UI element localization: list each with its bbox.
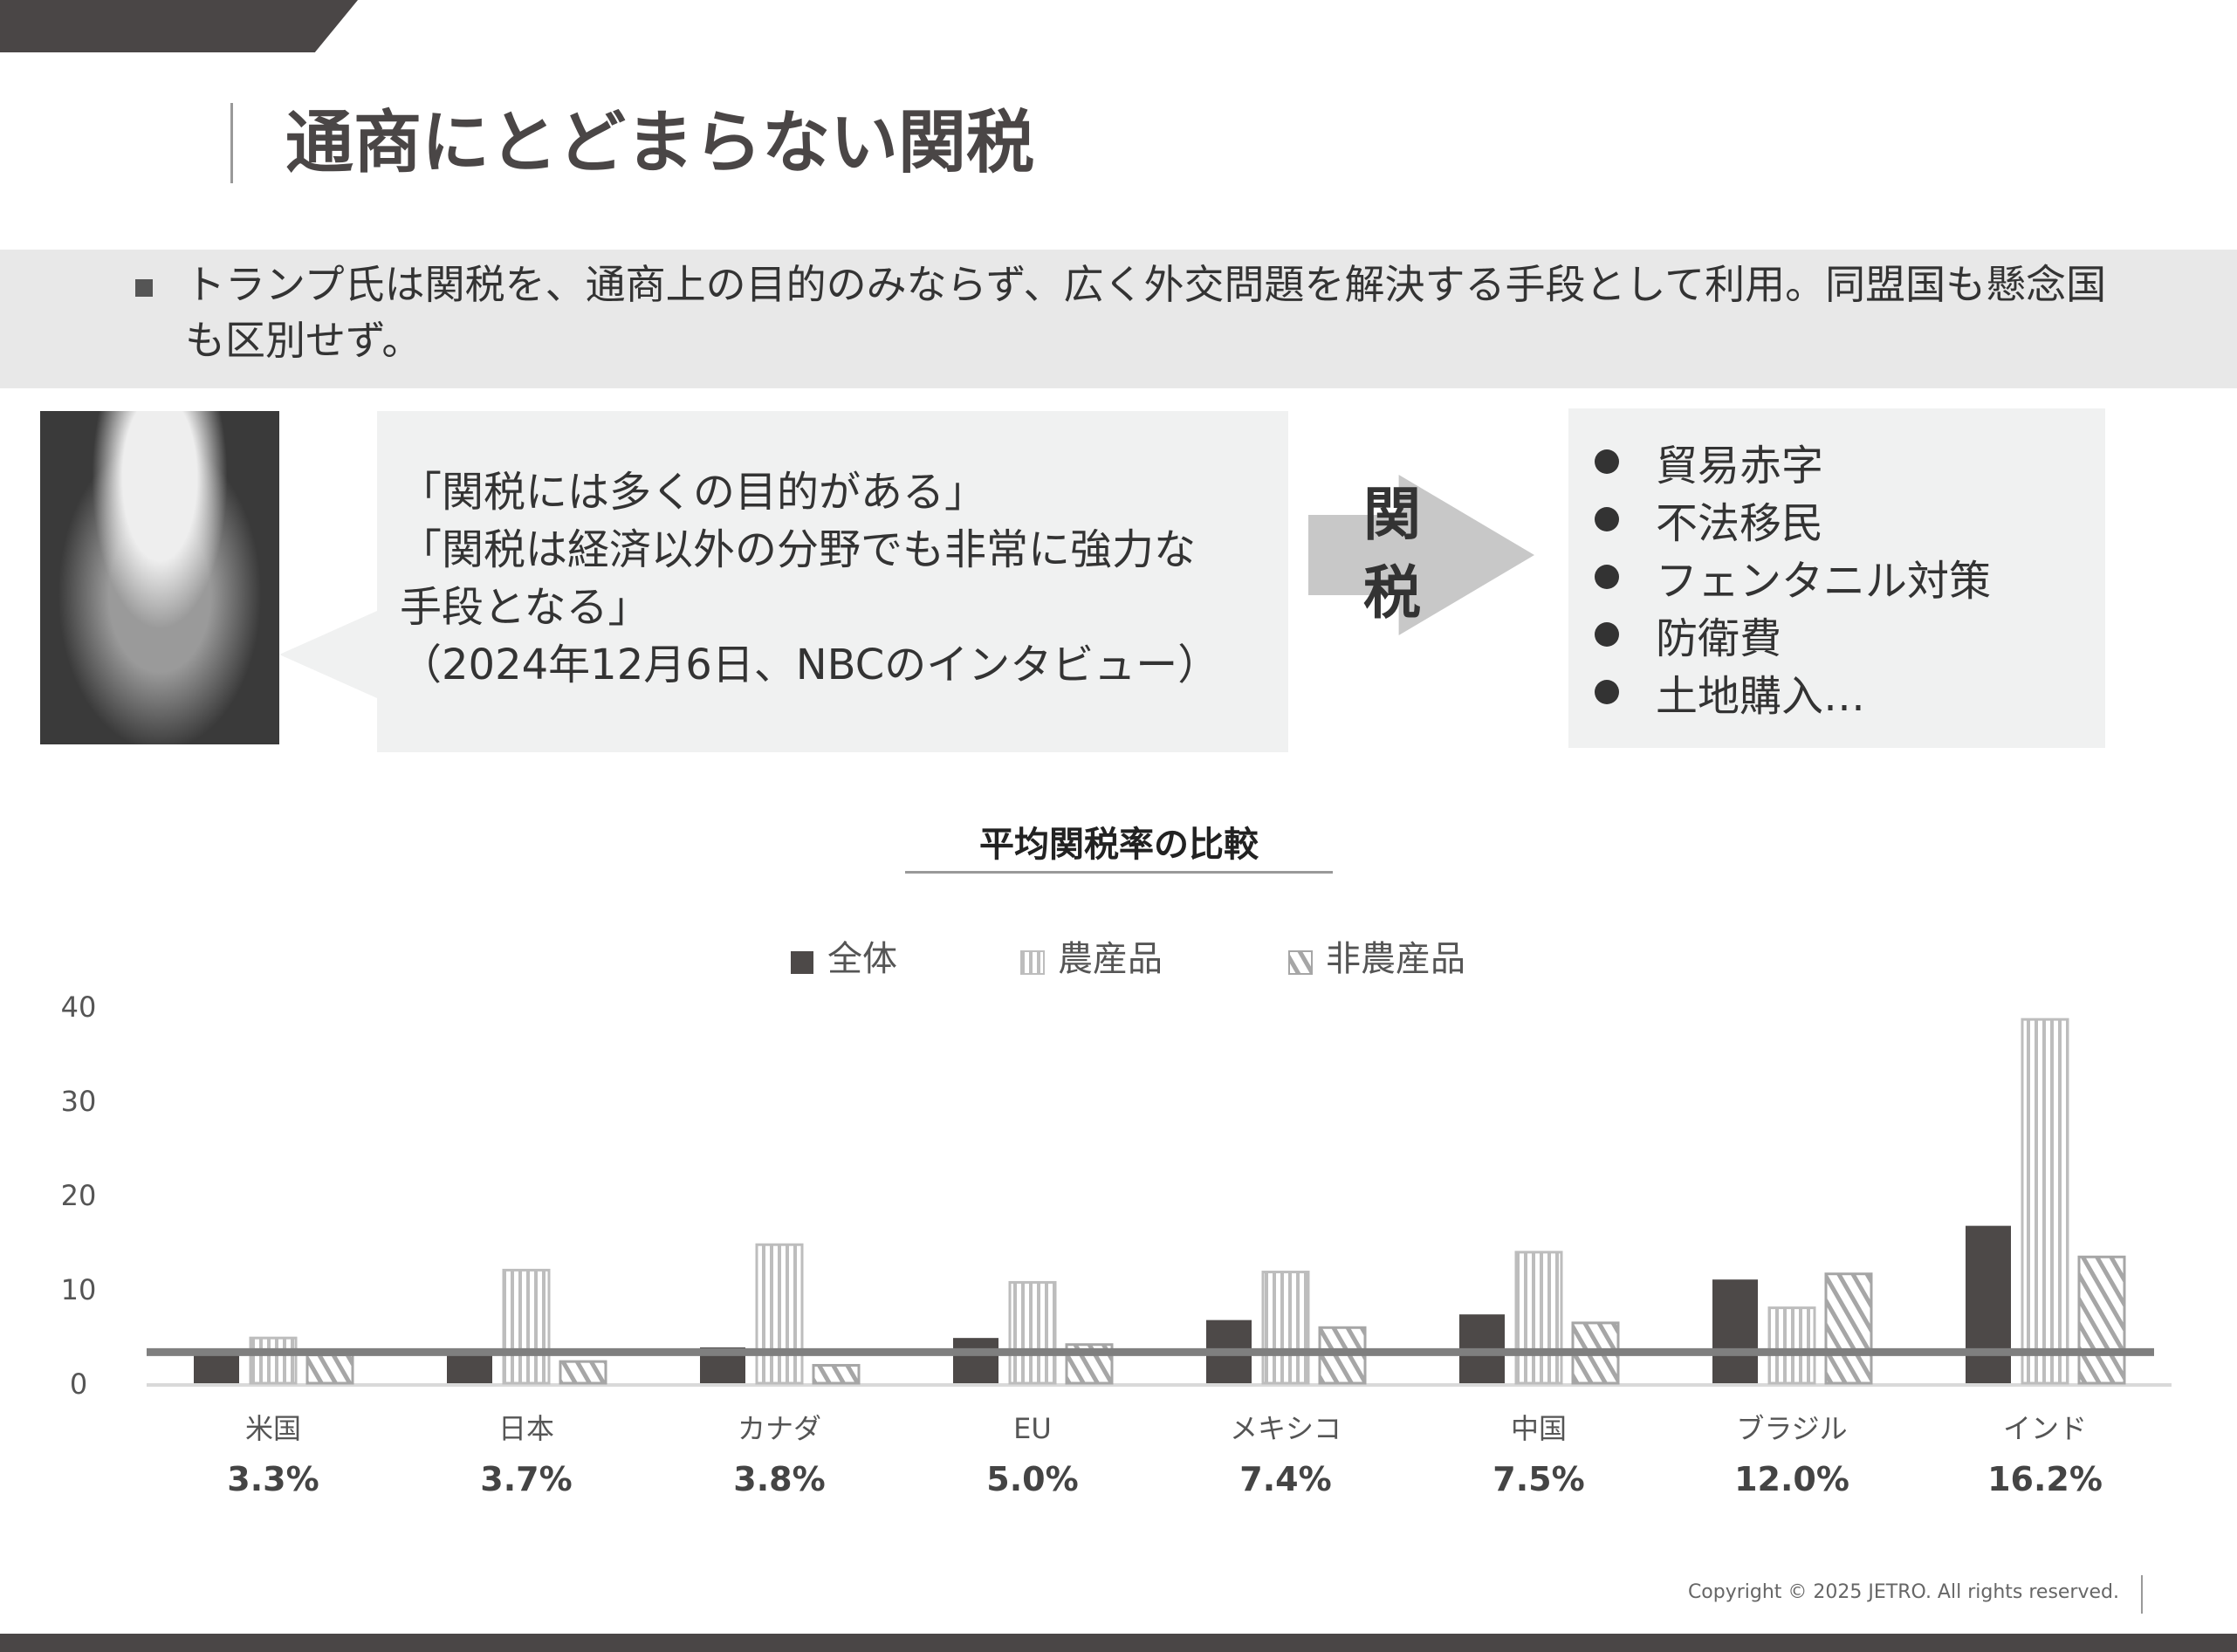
bar-agri	[249, 1336, 298, 1385]
title-divider	[230, 103, 233, 183]
list-item: 貿易赤字	[1595, 433, 2105, 490]
list-item-label: フェンタニル対策	[1656, 557, 1992, 606]
x-tick-label: インド	[2003, 1412, 2087, 1445]
list-item-label: 不法移民	[1656, 499, 1824, 548]
category-average-label: 7.4%	[1239, 1460, 1331, 1498]
x-tick-label: メキシコ	[1230, 1412, 1342, 1445]
bar-agri	[1514, 1251, 1563, 1385]
category-average-label: 12.0%	[1734, 1460, 1849, 1498]
bar-nonagri	[2077, 1255, 2126, 1385]
category-average-label: 5.0%	[986, 1460, 1078, 1498]
y-tick-label: 10	[61, 1273, 97, 1306]
bar-agri	[502, 1268, 551, 1385]
quote-source: （2024年12月6日、NBCのインタビュー）	[400, 641, 1220, 689]
y-tick-label: 0	[70, 1368, 87, 1401]
list-item: 不法移民	[1595, 490, 2105, 548]
footer-divider	[2141, 1575, 2143, 1614]
legend-swatch-icon	[1288, 950, 1313, 975]
bullet-icon	[1595, 622, 1619, 647]
bullet-icon	[1595, 507, 1619, 531]
quote-line: 「関税には多くの目的がある」	[400, 468, 987, 517]
purpose-list: 貿易赤字 不法移民 フェンタニル対策 防衛費 土地購入…	[1568, 408, 2105, 748]
x-tick-label: 米国	[245, 1412, 301, 1445]
legend-label: 全体	[827, 939, 897, 979]
list-item-label: 土地購入…	[1656, 672, 1866, 721]
bottom-accent-bar	[0, 1634, 2237, 1652]
portrait-photo	[40, 411, 279, 744]
x-tick-label: EU	[1013, 1412, 1052, 1445]
speech-bubble-tail	[279, 611, 377, 698]
bar-total	[953, 1338, 998, 1383]
quote-line: 手段となる」	[400, 583, 650, 632]
bullet-icon	[1595, 565, 1619, 589]
bullet-icon	[1595, 449, 1619, 474]
legend-swatch-icon	[791, 951, 813, 974]
x-tick-label: カナダ	[738, 1412, 821, 1445]
summary-band: トランプ氏は関税を、通商上の目的のみならず、広く外交問題を解決する手段として利用…	[0, 250, 2237, 388]
bar-agri	[755, 1243, 804, 1385]
list-item: フェンタニル対策	[1595, 548, 2105, 606]
legend-label: 農産品	[1058, 939, 1163, 979]
bar-agri	[1008, 1280, 1057, 1385]
x-tick-label: 日本	[498, 1412, 554, 1445]
quote-line: 「関税は経済以外の分野でも非常に強力な	[400, 525, 1197, 574]
bar-nonagri	[305, 1354, 354, 1385]
chart-title: 平均関税率の比較	[979, 825, 1259, 865]
top-accent-bar	[0, 0, 358, 52]
category-average-label: 3.8%	[733, 1460, 825, 1498]
bar-agri	[2021, 1018, 2069, 1385]
bar-total	[1712, 1279, 1758, 1383]
x-tick-label: 中国	[1511, 1412, 1567, 1445]
arrow-label: 関税	[1363, 481, 1421, 627]
bar-agri	[1767, 1306, 1816, 1385]
bullet-icon	[1595, 680, 1619, 704]
legend-label: 非農産品	[1326, 939, 1465, 979]
category-average-label: 7.5%	[1492, 1460, 1584, 1498]
bar-nonagri	[559, 1360, 607, 1385]
category-average-label: 3.7%	[480, 1460, 572, 1498]
list-item-label: 防衛費	[1656, 614, 1782, 663]
bar-nonagri	[812, 1363, 861, 1385]
quote-bubble: 「関税には多くの目的がある」 「関税は経済以外の分野でも非常に強力な 手段となる…	[377, 411, 1288, 752]
x-tick-label: ブラジル	[1736, 1412, 1847, 1445]
category-average-label: 3.3%	[227, 1460, 319, 1498]
y-tick-label: 20	[61, 1179, 97, 1212]
legend-swatch-icon	[1020, 950, 1045, 975]
bar-agri	[1261, 1271, 1310, 1385]
bar-total	[194, 1352, 239, 1383]
page-title: 通商にとどまらない関税	[285, 104, 1035, 182]
list-item: 土地購入…	[1595, 663, 2105, 721]
bar-nonagri	[1824, 1272, 1873, 1385]
bullet-square-icon	[135, 279, 153, 297]
list-item: 防衛費	[1595, 606, 2105, 663]
summary-text: トランプ氏は関税を、通商上の目的のみならず、広く外交問題を解決する手段として利用…	[185, 261, 2107, 364]
chart-title-underline	[905, 871, 1333, 874]
y-tick-label: 30	[61, 1085, 97, 1118]
category-average-label: 16.2%	[1987, 1460, 2103, 1498]
bar-total	[1966, 1225, 2011, 1383]
copyright: Copyright © 2025 JETRO. All rights reser…	[1687, 1581, 2119, 1603]
list-item-label: 貿易赤字	[1656, 442, 1824, 490]
y-tick-label: 40	[61, 991, 97, 1024]
